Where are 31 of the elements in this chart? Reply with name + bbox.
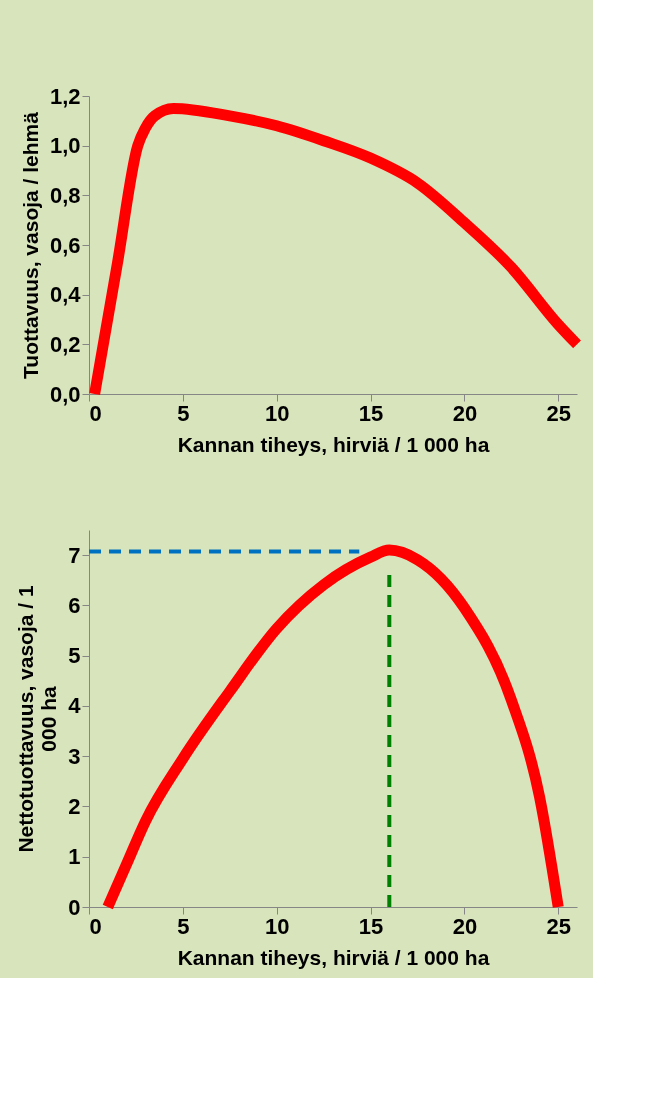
y-tick-label: 1,2 (49, 83, 81, 109)
x-tick-label: 5 (177, 913, 190, 939)
y-axis-title: Tuottavuus, vasoja / lehmä (18, 111, 42, 379)
y-tick-label: 2 (68, 793, 81, 819)
x-tick-label: 20 (452, 913, 478, 939)
x-axis-title: Kannan tiheys, hirviä / 1 000 ha (177, 432, 490, 456)
y-tick-label: 0,6 (49, 232, 81, 258)
x-axis-title: Kannan tiheys, hirviä / 1 000 ha (177, 945, 490, 969)
y-tick-label: 0 (68, 894, 81, 920)
y-tick-label: 5 (68, 643, 81, 669)
x-tick-label: 25 (546, 400, 571, 426)
y-tick-label: 3 (68, 743, 81, 769)
y-tick-label: 0,8 (49, 182, 81, 208)
y-tick-label: 0,0 (49, 381, 81, 407)
x-tick-label: 0 (89, 400, 102, 426)
y-tick-label: 6 (68, 592, 81, 618)
x-tick-label: 5 (177, 400, 190, 426)
x-tick-label: 10 (264, 913, 290, 939)
y-tick-label: 7 (68, 542, 81, 568)
x-tick-label: 25 (546, 913, 571, 939)
y-tick-label: 1,0 (49, 133, 81, 159)
x-tick-label: 15 (358, 400, 384, 426)
x-tick-label: 20 (452, 400, 478, 426)
y-tick-label: 0,2 (49, 331, 81, 357)
x-tick-label: 15 (358, 913, 384, 939)
y-tick-label: 0,4 (49, 282, 82, 308)
y-tick-label: 4 (68, 693, 82, 719)
x-tick-label: 10 (264, 400, 290, 426)
y-axis-title: Nettotuottavuus, vasoja / 1 000 ha (14, 585, 61, 853)
y-tick-label: 1 (68, 844, 81, 870)
x-tick-label: 0 (89, 913, 102, 939)
